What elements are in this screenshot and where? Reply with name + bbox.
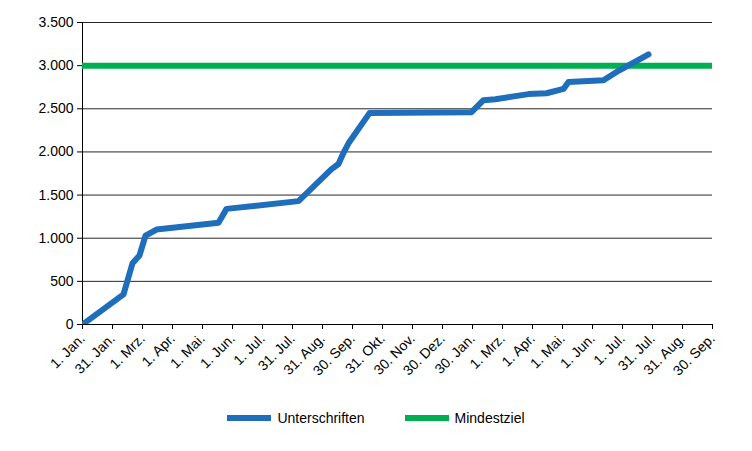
svg-text:1. Jul.: 1. Jul. <box>590 330 628 368</box>
svg-text:1. Jul.: 1. Jul. <box>230 330 268 368</box>
svg-text:3.500: 3.500 <box>38 14 73 30</box>
svg-text:1. Mrz.: 1. Mrz. <box>466 330 508 372</box>
svg-text:31. Jan.: 31. Jan. <box>71 330 118 377</box>
svg-text:1. Apr.: 1. Apr. <box>138 330 178 370</box>
svg-text:1. Jan.: 1. Jan. <box>46 330 88 372</box>
svg-text:31. Okt.: 31. Okt. <box>341 330 388 377</box>
svg-text:3.000: 3.000 <box>38 57 73 73</box>
svg-text:1. Mai.: 1. Mai. <box>166 330 208 372</box>
svg-text:30. Dez.: 30. Dez. <box>399 330 448 379</box>
svg-text:1.500: 1.500 <box>38 187 73 203</box>
svg-text:31. Jul.: 31. Jul. <box>614 330 658 374</box>
svg-text:1. Apr.: 1. Apr. <box>498 330 538 370</box>
svg-text:31. Aug.: 31. Aug. <box>640 330 688 378</box>
html-text:Mindestziel: Mindestziel <box>454 410 525 426</box>
svg-text:0: 0 <box>66 316 74 332</box>
svg-text:30. Jan.: 30. Jan. <box>431 330 478 377</box>
svg-text:1. Jun.: 1. Jun. <box>197 330 238 371</box>
svg-text:1. Mrz.: 1. Mrz. <box>106 330 148 372</box>
svg-text:1. Mai.: 1. Mai. <box>526 330 568 372</box>
svg-text:31. Aug.: 31. Aug. <box>280 330 328 378</box>
svg-text:2.000: 2.000 <box>38 143 73 159</box>
svg-text:31. Jul.: 31. Jul. <box>254 330 298 374</box>
svg-text:30. Sep.: 30. Sep. <box>670 330 718 378</box>
html-text:Unterschriften: Unterschriften <box>277 410 365 426</box>
svg-text:1. Jun.: 1. Jun. <box>557 330 598 371</box>
svg-text:2.500: 2.500 <box>38 100 73 116</box>
svg-text:30. Sep.: 30. Sep. <box>309 330 358 379</box>
svg-text:30. Nov.: 30. Nov. <box>370 330 418 378</box>
svg-text:1.000: 1.000 <box>38 230 73 246</box>
svg-text:500: 500 <box>50 273 74 289</box>
